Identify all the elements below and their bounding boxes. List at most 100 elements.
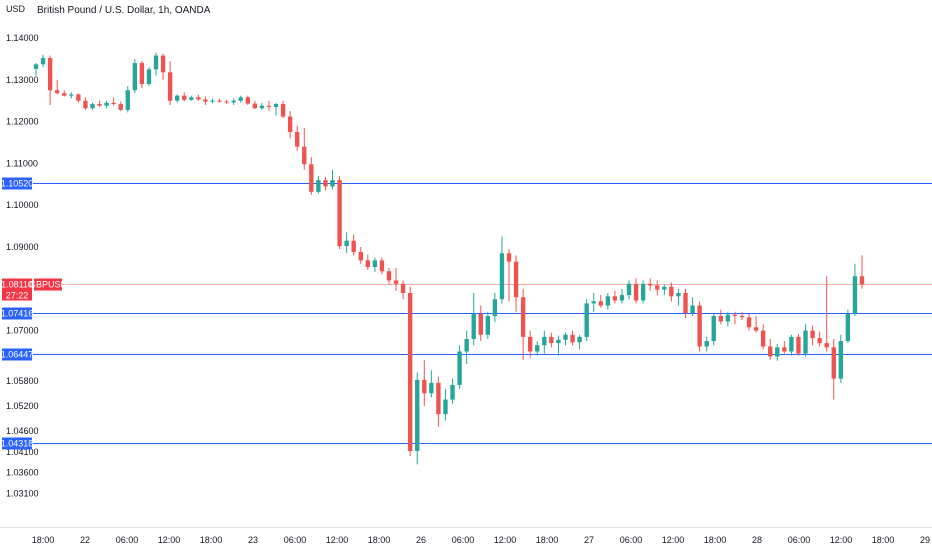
candle-body xyxy=(62,93,67,96)
candle-body xyxy=(464,338,469,352)
horizontal-level-label: 1.10520 xyxy=(1,179,34,189)
candle-body xyxy=(704,341,709,347)
candle-body xyxy=(690,305,695,314)
y-tick-label: 1.03600 xyxy=(6,468,39,478)
candle-body xyxy=(97,104,102,106)
y-tick-label: 1.07000 xyxy=(6,326,39,336)
candle-body xyxy=(69,94,74,96)
symbol-label: GBPUSD xyxy=(29,280,68,290)
candle-body xyxy=(789,336,794,352)
x-tick-label: 12:00 xyxy=(662,535,685,545)
y-tick-label: 1.04100 xyxy=(6,447,39,457)
symbol-tag xyxy=(34,278,62,291)
candle-body xyxy=(782,347,787,352)
candle-body xyxy=(422,379,427,394)
x-tick-label: 18:00 xyxy=(368,535,391,545)
candle-body xyxy=(584,303,589,337)
candle-body xyxy=(810,330,815,339)
candle-body xyxy=(302,146,307,165)
candle-body xyxy=(619,295,625,301)
y-tick-label: 1.04600 xyxy=(6,426,39,436)
x-tick-label: 22 xyxy=(80,535,90,545)
price-tags: 1.10520 1.07416 1.06447 1.04318 1.0811027:22… xyxy=(1,177,68,450)
y-tick-label: 1.12000 xyxy=(6,117,39,127)
candle-body xyxy=(739,315,745,318)
candle-body xyxy=(845,313,851,342)
candle-body xyxy=(167,72,173,101)
current-price-tag xyxy=(2,278,32,301)
candle-body xyxy=(351,240,356,253)
x-tick-label: 06:00 xyxy=(116,535,139,545)
candle-body xyxy=(859,276,865,285)
candle-body xyxy=(287,116,293,133)
candle-body xyxy=(238,97,243,101)
candle-body xyxy=(662,286,667,290)
x-tick-label: 29 xyxy=(920,535,930,545)
candle-body xyxy=(549,336,554,344)
candle-body xyxy=(379,260,385,272)
x-tick-label: 06:00 xyxy=(788,535,811,545)
candle-body xyxy=(817,338,822,344)
y-tick-label: 1.13000 xyxy=(6,75,39,85)
candle-body xyxy=(358,252,363,261)
x-tick-label: 27 xyxy=(584,535,594,545)
candle-body xyxy=(407,292,413,451)
candle-body xyxy=(760,330,766,347)
candle-body xyxy=(54,90,60,94)
horizontal-level-tag xyxy=(2,437,32,450)
x-tick-label: 12:00 xyxy=(494,535,517,545)
candle-body xyxy=(492,299,498,316)
candle-body xyxy=(111,102,116,105)
axes: 1.14000 1.13000 1.12000 1.11000 1.10000 1.090… xyxy=(0,33,932,545)
chart-title: British Pound / U.S. Dollar, 1h, OANDA xyxy=(37,5,211,16)
candle-body xyxy=(591,301,596,304)
x-tick-label: 12:00 xyxy=(158,535,181,545)
y-tick-label: 1.11000 xyxy=(6,158,38,168)
candle-body xyxy=(676,292,681,297)
candle-body xyxy=(365,260,371,268)
candle-body xyxy=(697,305,702,347)
candle-body xyxy=(125,90,130,110)
candle-body xyxy=(83,100,88,109)
candle-body xyxy=(803,330,808,354)
candle-body xyxy=(316,180,321,192)
horizontal-level-tag xyxy=(2,348,32,361)
candle-body xyxy=(252,103,258,109)
x-tick-label: 18:00 xyxy=(32,535,55,545)
candle-body xyxy=(443,399,448,415)
horizontal-level-tag xyxy=(2,307,32,320)
candle-body xyxy=(175,95,180,101)
candle-body xyxy=(725,314,731,322)
candle-body xyxy=(768,346,773,357)
x-tick-label: 06:00 xyxy=(452,535,475,545)
x-tick-label: 18:00 xyxy=(200,535,223,545)
candle-body xyxy=(633,283,639,301)
x-tick-label: 18:00 xyxy=(872,535,895,545)
candle-body xyxy=(153,55,159,70)
y-tick-label: 1.10000 xyxy=(6,200,39,210)
candle-body xyxy=(753,327,759,331)
x-tick-label: 18:00 xyxy=(536,535,559,545)
candle-body xyxy=(245,97,250,104)
candle-body xyxy=(33,64,39,69)
candle-body xyxy=(189,97,194,100)
y-tick-label: 1.09000 xyxy=(6,242,39,252)
candle-body xyxy=(471,313,476,339)
candle-body xyxy=(295,132,300,147)
candles xyxy=(33,52,865,465)
candle-body xyxy=(231,100,236,103)
x-tick-label: 23 xyxy=(248,535,258,545)
candle-body xyxy=(146,69,152,84)
y-tick-label: 1.03100 xyxy=(6,489,39,499)
candle-body xyxy=(266,105,272,107)
horizontal-level-label: 1.06447 xyxy=(1,350,34,360)
candle-body xyxy=(746,317,752,328)
candle-body xyxy=(570,334,575,343)
candle-body xyxy=(210,100,215,102)
horizontal-level-label: 1.07416 xyxy=(1,309,34,319)
currency-label: USD xyxy=(6,4,26,14)
candle-body xyxy=(499,253,505,300)
candle-body xyxy=(577,336,582,343)
candle-body xyxy=(556,339,561,344)
